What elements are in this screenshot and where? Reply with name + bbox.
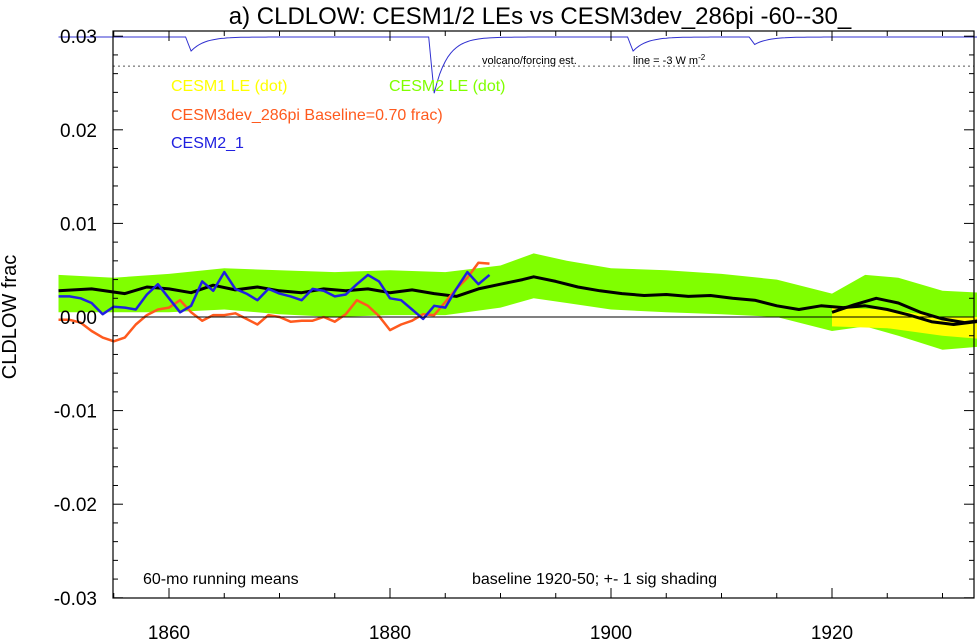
legend-entry: CESM3dev_286pi Baseline=0.70 frac) <box>171 107 443 124</box>
uncertainty-bands <box>58 253 977 350</box>
running-mean-note: 60-mo running means <box>143 571 299 588</box>
y-axis-label: CLDLOW frac <box>0 255 21 379</box>
y-tick-label: -0.03 <box>54 589 97 610</box>
volcano-panel <box>58 36 977 94</box>
y-tick-label: 0.02 <box>60 121 97 142</box>
band-cesm1-le-dot- <box>832 307 977 339</box>
legend-entry: CESM2_1 <box>171 135 244 152</box>
volcano-label: volcano/forcing est. <box>482 55 577 67</box>
y-tick-label: -0.02 <box>54 495 97 516</box>
legend-entry: CESM1 LE (dot) <box>171 78 287 95</box>
line-cesm2-le-mean <box>58 275 977 326</box>
volcano-line-note: line = -3 W m-2 <box>633 53 706 67</box>
x-tick-label: 1860 <box>148 623 190 641</box>
y-tick-label: 0.01 <box>60 214 97 235</box>
chart-title: a) CLDLOW: CESM1/2 LEs vs CESM3dev_286pi… <box>229 3 852 30</box>
legend-entry: CESM2 LE (dot) <box>389 78 505 95</box>
plot-frame <box>112 30 975 599</box>
x-tick-label: 1920 <box>811 623 853 641</box>
x-tick-label: 1880 <box>369 623 411 641</box>
band-cesm2-le-dot- <box>58 253 977 350</box>
baseline-note: baseline 1920-50; +- 1 sig shading <box>472 571 717 588</box>
volcano-forcing-trace <box>58 36 977 94</box>
legend: CESM1 LE (dot) CESM2 LE (dot) CESM3dev_286… <box>171 78 505 152</box>
y-tick-label: 0.03 <box>60 27 97 48</box>
x-tick-label: 1900 <box>590 623 632 641</box>
y-tick-label: -0.01 <box>54 402 97 423</box>
y-tick-label: 0.00 <box>60 308 97 329</box>
line-cesm2-1 <box>58 270 491 321</box>
axis-ticks: 186018801900192019401960198020000.030.02… <box>54 27 974 641</box>
plot-border <box>112 30 975 599</box>
